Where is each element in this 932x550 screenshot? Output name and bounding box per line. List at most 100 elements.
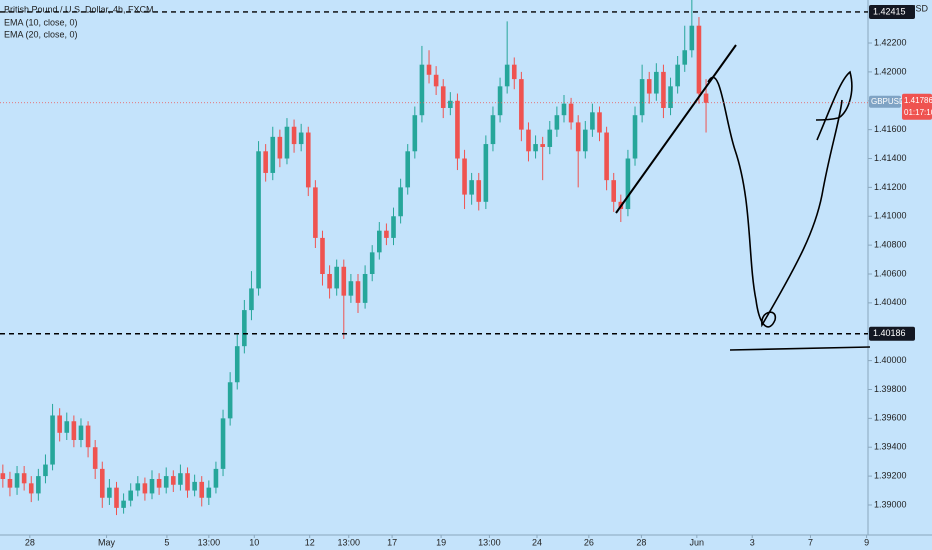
x-tick-label: 12 xyxy=(305,537,315,547)
candle-body xyxy=(547,129,553,147)
x-tick-label: Jun xyxy=(690,537,705,547)
y-tick-label: 1.42000 xyxy=(874,66,907,76)
candle-body xyxy=(43,464,48,477)
x-tick-label: May xyxy=(98,537,116,547)
y-tick-label: 1.39200 xyxy=(874,470,907,480)
candle-body xyxy=(419,64,425,116)
y-tick-label: 1.39600 xyxy=(874,413,907,423)
x-tick-label: 24 xyxy=(532,537,542,547)
y-tick-label: 1.39800 xyxy=(874,384,907,394)
candle-body xyxy=(270,136,276,173)
candle-body xyxy=(305,132,311,188)
candle-body xyxy=(611,180,617,202)
x-tick-label: 17 xyxy=(387,537,397,547)
candle-body xyxy=(0,473,6,479)
candle-body xyxy=(455,100,460,159)
level-tag xyxy=(869,4,915,19)
y-tick-label: 1.40600 xyxy=(874,268,907,278)
drawing-line xyxy=(729,346,871,351)
candle-body xyxy=(675,64,680,87)
y-tick-label: 1.40400 xyxy=(874,297,907,307)
y-tick-label: 1.41200 xyxy=(874,182,907,192)
candle-body xyxy=(234,346,240,383)
candle-body xyxy=(497,86,503,116)
candle-body xyxy=(92,447,98,469)
candle-body xyxy=(526,129,531,152)
drawing-arrow xyxy=(815,70,853,141)
candle-body xyxy=(377,230,382,253)
candle-body xyxy=(398,187,403,217)
candle-body xyxy=(582,129,588,152)
candle-body xyxy=(149,478,155,494)
candle-body xyxy=(277,136,283,159)
candle-body xyxy=(476,180,482,202)
candle-body xyxy=(178,473,183,485)
candle-body xyxy=(369,252,375,274)
candle-body xyxy=(107,487,112,498)
candle-body xyxy=(348,281,354,296)
candle-body xyxy=(654,71,659,94)
candle-body xyxy=(291,126,297,145)
candle-body xyxy=(433,74,439,87)
candle-body xyxy=(78,425,84,441)
candle-body xyxy=(227,382,233,419)
candle-body xyxy=(511,64,517,80)
candle-body xyxy=(206,487,212,498)
candle-body xyxy=(646,79,652,94)
candle-body xyxy=(632,115,638,159)
x-tick-label: 10 xyxy=(249,537,259,547)
level-label: 1.40186 xyxy=(873,328,906,338)
candle-body xyxy=(682,50,688,65)
candle-body xyxy=(703,93,709,103)
candle-body xyxy=(313,187,318,238)
candle-body xyxy=(554,115,560,130)
candle-body xyxy=(121,500,126,508)
candle-body xyxy=(163,476,169,488)
candle-body xyxy=(483,144,489,202)
candle-body xyxy=(156,478,162,488)
candle-body xyxy=(284,126,290,159)
candle-body xyxy=(462,158,467,195)
candle-body xyxy=(185,473,190,491)
candle-body xyxy=(14,473,20,488)
candle-body xyxy=(490,115,496,145)
candle-body xyxy=(661,71,666,108)
x-tick-label: 28 xyxy=(25,537,35,547)
candle-body xyxy=(533,144,538,152)
candle-body xyxy=(85,425,91,448)
candle-body xyxy=(540,144,545,147)
candle-body xyxy=(590,112,595,130)
candle-body xyxy=(21,473,27,484)
x-tick-label: 7 xyxy=(808,537,813,547)
x-tick-label: 13:00 xyxy=(478,537,501,547)
price-label: 1.41786 xyxy=(904,96,932,105)
candle-body xyxy=(561,103,567,116)
y-tick-label: 1.42200 xyxy=(874,37,907,47)
drawing-path xyxy=(707,76,843,328)
candle-body xyxy=(604,132,609,181)
candle-body xyxy=(50,415,55,465)
candle-body xyxy=(519,79,524,130)
candle-body xyxy=(689,25,695,51)
candle-body xyxy=(142,483,148,494)
candle-body xyxy=(469,180,474,195)
candle-body xyxy=(334,266,339,289)
candle-body xyxy=(256,151,261,289)
candle-body xyxy=(384,230,389,238)
chart-title: British Pound / U.S. Dollar, 4h, FXCM xyxy=(4,4,154,14)
candle-body xyxy=(405,151,411,188)
x-tick-label: 28 xyxy=(636,537,646,547)
candle-body xyxy=(362,273,368,303)
candle-body xyxy=(597,112,602,133)
candle-body xyxy=(192,481,197,491)
symbol-label: GBPUSD xyxy=(871,97,905,106)
candle-body xyxy=(36,476,41,494)
candle-body xyxy=(355,281,361,303)
candle-body xyxy=(114,487,119,508)
candle-body xyxy=(263,151,268,173)
candle-body xyxy=(426,64,432,75)
candle-body xyxy=(128,490,133,501)
candle-body xyxy=(575,122,581,152)
